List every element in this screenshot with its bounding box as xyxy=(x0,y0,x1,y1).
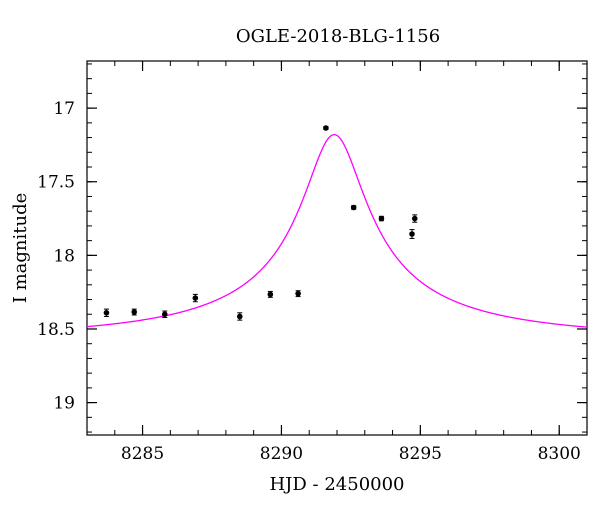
data-point xyxy=(131,309,138,315)
data-point xyxy=(267,291,274,298)
y-tick-label: 17 xyxy=(53,99,75,119)
y-axis-label: I magnitude xyxy=(10,193,31,304)
x-tick-label: 8290 xyxy=(260,444,303,464)
y-tick-labels: 17 17.5 18 18.5 19 xyxy=(37,99,75,413)
x-tick-label: 8300 xyxy=(538,444,581,464)
data-point xyxy=(161,311,168,318)
data-point xyxy=(103,309,110,316)
data-point xyxy=(378,215,385,222)
axis-ticks xyxy=(86,61,588,435)
data-point xyxy=(409,231,415,237)
x-tick-labels: 8285 8290 8295 8300 xyxy=(121,444,581,464)
data-point xyxy=(323,125,329,131)
data-point xyxy=(236,313,243,320)
plot-frame xyxy=(86,60,588,436)
x-tick-label: 8295 xyxy=(399,444,442,464)
model-curve-group xyxy=(86,133,588,328)
x-axis-label: HJD - 2450000 xyxy=(269,474,404,495)
y-tick-label: 17.5 xyxy=(37,173,75,193)
data-point xyxy=(192,295,199,301)
y-tick-label: 18 xyxy=(53,246,75,266)
data-point xyxy=(350,204,357,211)
data-point xyxy=(295,290,301,297)
data-point xyxy=(411,215,418,222)
plot-area: 8285 8290 8295 8300 17 17.5 18 18.5 19 xyxy=(37,60,588,464)
chart-title: OGLE-2018-BLG-1156 xyxy=(236,26,440,47)
model-curve xyxy=(86,133,588,328)
y-tick-label: 19 xyxy=(53,394,75,414)
y-tick-label: 18.5 xyxy=(37,320,75,340)
x-tick-label: 8285 xyxy=(121,444,164,464)
data-points-group xyxy=(103,125,418,321)
